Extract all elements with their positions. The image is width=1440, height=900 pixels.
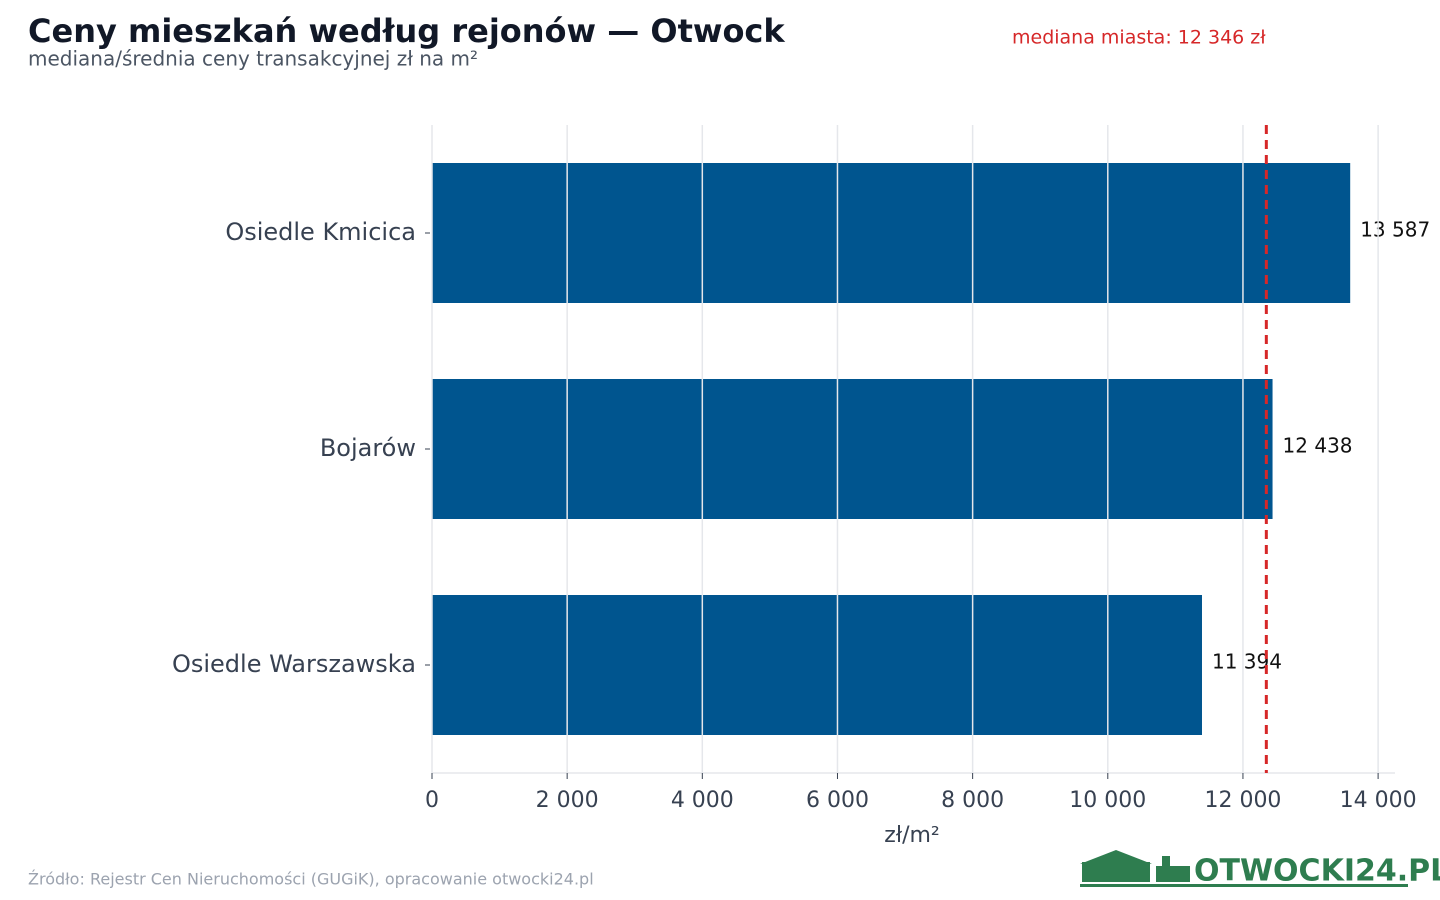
logo-icon xyxy=(1080,850,1408,887)
y-tick-label: Osiedle Kmicica xyxy=(225,218,416,246)
y-tick-label: Osiedle Warszawska xyxy=(172,650,416,678)
x-tick-label: 8 000 xyxy=(941,788,1004,813)
value-label: 12 438 xyxy=(1283,434,1353,458)
chart-title: Ceny mieszkań według rejonów — Otwock xyxy=(28,12,785,50)
bar xyxy=(432,379,1273,519)
x-tick-label: 14 000 xyxy=(1340,788,1417,813)
median-label: mediana miasta: 12 346 zł xyxy=(1012,27,1266,49)
source: Źródło: Rejestr Cen Nieruchomości (GUGiK… xyxy=(28,870,594,889)
x-tick-label: 10 000 xyxy=(1069,788,1146,813)
y-tick-label: Bojarów xyxy=(320,434,416,462)
x-tick-label: 0 xyxy=(425,788,439,813)
bar xyxy=(432,163,1351,303)
chart-subtitle: mediana/średnia ceny transakcyjnej zł na… xyxy=(28,47,478,71)
value-label: 11 394 xyxy=(1212,650,1282,674)
x-tick-label: 2 000 xyxy=(536,788,599,813)
x-tick-label: 4 000 xyxy=(671,788,734,813)
x-tick-label: 12 000 xyxy=(1204,788,1281,813)
bar xyxy=(432,595,1202,735)
x-tick-label: 6 000 xyxy=(806,788,869,813)
x-axis-label: zł/m² xyxy=(884,823,939,848)
logo-text: OTWOCKI24.PL xyxy=(1194,854,1440,889)
value-label: 13 587 xyxy=(1360,218,1430,242)
